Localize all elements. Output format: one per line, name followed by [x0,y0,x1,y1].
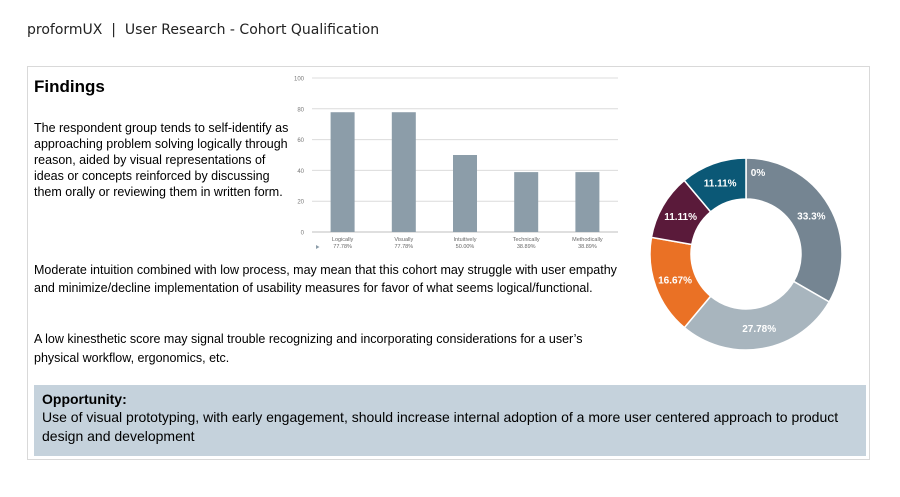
slice-label: 11.11% [704,179,737,190]
slice-label: 27.78% [742,324,776,335]
x-tick-label: Intuitively [454,237,477,243]
data-label: 38.89% [578,244,597,250]
y-tick-label: 80 [297,107,304,113]
donut-slice [683,158,747,213]
data-label: 77.78% [394,244,413,250]
findings-paragraph-2: Moderate intuition combined with low pro… [34,263,617,295]
opportunity-body: Use of visual prototyping, with early en… [42,409,839,444]
bar [514,172,539,232]
donut-slice [683,280,831,351]
donut-slice [745,158,843,303]
y-tick-label: 60 [297,138,304,144]
bar [330,112,355,232]
y-tick-label: 0 [301,231,305,237]
data-label: 38.89% [517,244,536,250]
slice-label: 11.11% [664,212,697,223]
x-tick-label: Technically [513,237,540,243]
bar [575,172,600,232]
findings-title: Findings [34,77,105,96]
x-tick-label: Logically [332,237,354,243]
y-tick-label: 100 [294,77,305,83]
findings-paragraph-1: The respondent group tends to self-ident… [34,121,289,199]
findings-paragraph-3: A low kinesthetic score may signal troub… [34,332,583,365]
slice-label: 33.3% [797,212,825,223]
data-label: 50.00% [456,244,475,250]
bar [391,112,416,232]
y-tick-label: 40 [297,169,304,175]
bar [453,155,477,232]
x-tick-label: Visually [394,237,413,243]
page-header: proformUX | User Research - Cohort Quali… [27,22,380,38]
slice-label: 0% [751,168,766,179]
x-tick-label: Methodically [572,237,603,243]
y-tick-label: 20 [297,200,304,206]
bar-chart: 020406080100Logically77.78%Visually77.78… [294,77,618,250]
donut-chart: 33.3% 27.78% 16.67% 11.11% 11.11% 0% [649,158,843,351]
findings-card: Findings The respondent group tends to s… [27,66,870,460]
opportunity-box: Opportunity: Use of visual prototyping, … [34,385,866,456]
series-marker [316,245,320,249]
data-label: 77.78% [333,244,352,250]
slice-label: 16.67% [658,275,692,286]
opportunity-heading: Opportunity: [42,391,127,407]
